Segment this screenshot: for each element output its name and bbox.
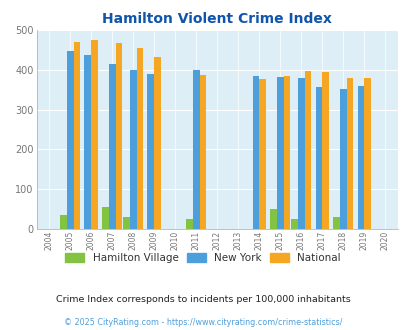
Bar: [154, 57, 160, 229]
Bar: [290, 218, 297, 229]
Bar: [357, 86, 363, 229]
Bar: [109, 64, 115, 229]
Bar: [269, 209, 276, 229]
Legend: Hamilton Village, New York, National: Hamilton Village, New York, National: [61, 249, 344, 267]
Bar: [304, 71, 311, 229]
Bar: [185, 219, 192, 229]
Bar: [297, 79, 304, 229]
Bar: [346, 78, 352, 229]
Bar: [363, 78, 370, 229]
Bar: [91, 41, 98, 229]
Title: Hamilton Violent Crime Index: Hamilton Violent Crime Index: [102, 12, 331, 26]
Text: Crime Index corresponds to incidents per 100,000 inhabitants: Crime Index corresponds to incidents per…: [55, 295, 350, 304]
Bar: [276, 77, 283, 229]
Bar: [199, 75, 206, 229]
Text: © 2025 CityRating.com - https://www.cityrating.com/crime-statistics/: © 2025 CityRating.com - https://www.city…: [64, 318, 341, 327]
Bar: [130, 70, 136, 229]
Bar: [315, 87, 322, 229]
Bar: [136, 48, 143, 229]
Bar: [123, 217, 130, 229]
Bar: [192, 70, 199, 229]
Bar: [333, 217, 339, 229]
Bar: [258, 79, 265, 229]
Bar: [283, 77, 290, 229]
Bar: [84, 55, 91, 229]
Bar: [147, 75, 154, 229]
Bar: [322, 72, 328, 229]
Bar: [60, 215, 67, 229]
Bar: [73, 42, 80, 229]
Bar: [252, 77, 258, 229]
Bar: [339, 89, 346, 229]
Bar: [115, 43, 122, 229]
Bar: [102, 207, 109, 229]
Bar: [67, 51, 73, 229]
